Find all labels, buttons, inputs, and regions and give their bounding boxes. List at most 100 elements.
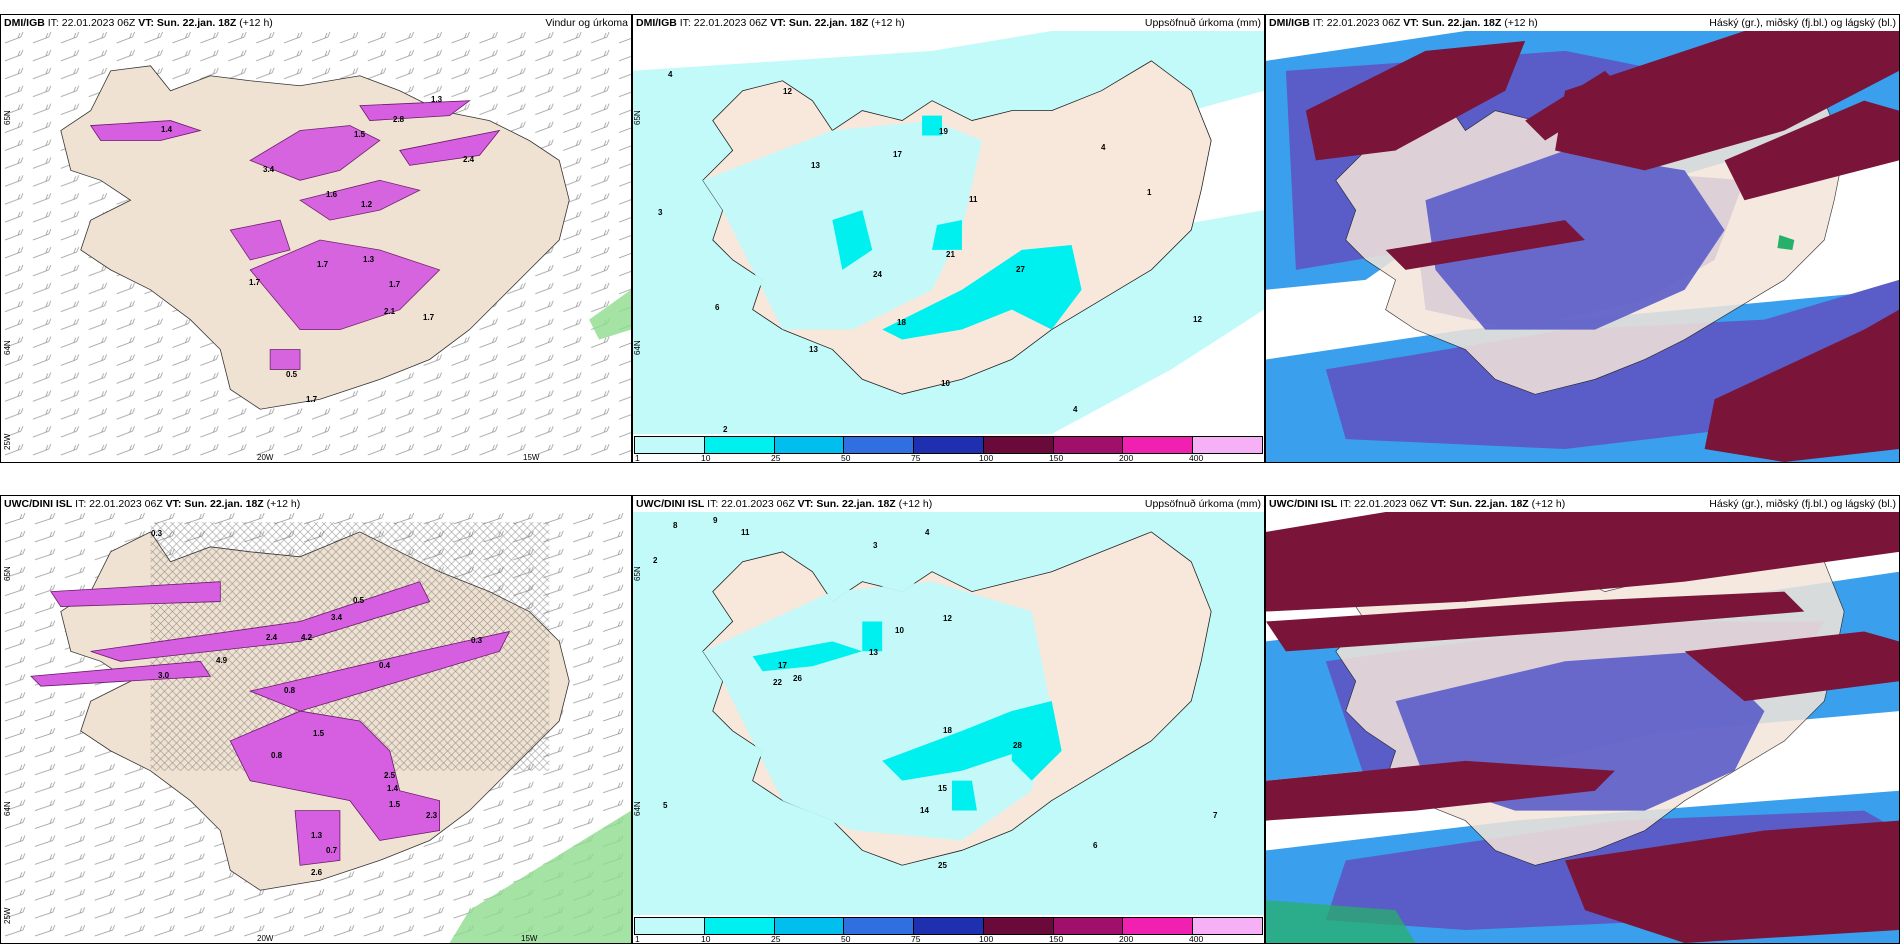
precip-value: 17 — [778, 661, 787, 670]
colorbar-tick: 75 — [911, 453, 921, 463]
colorbar-tick: 150 — [1049, 934, 1064, 944]
wind-value: 4.2 — [301, 633, 313, 642]
lat-label: 64N — [633, 340, 642, 355]
model-name: DMI/IGB — [1269, 17, 1310, 29]
wind-value: 0.8 — [271, 751, 283, 760]
lead-time: (+12 h) — [239, 17, 273, 29]
wind-value: 2.4 — [463, 155, 475, 164]
colorbar-tick: 50 — [841, 934, 851, 944]
green-edge — [449, 810, 631, 943]
colorbar-swatch — [844, 918, 915, 934]
precip-value: 25 — [938, 861, 947, 870]
wind-value: 1.5 — [313, 729, 325, 738]
init-time: IT: 22.01.2023 06Z — [47, 17, 136, 29]
model-name: DMI/IGB — [636, 17, 677, 29]
colorbar-tick: 1 — [635, 934, 640, 944]
precip-value: 8 — [673, 521, 678, 530]
colorbar-swatch — [1193, 918, 1263, 934]
precip-value: 1 — [1147, 188, 1152, 197]
wind-value: 4.9 — [216, 656, 228, 665]
wind-value: 3.4 — [263, 165, 275, 174]
precip-value: 5 — [663, 801, 668, 810]
precip-map-svg — [633, 512, 1264, 915]
colorbar-swatch — [704, 437, 775, 453]
precip-value: 6 — [715, 303, 720, 312]
colorbar: 1 10 25 50 75 100 150 200 400 — [633, 915, 1264, 943]
wind-value: 1.4 — [387, 784, 399, 793]
lead-time: (+12 h) — [266, 498, 301, 510]
precip-value: 3 — [658, 208, 663, 217]
model-name: UWC/DINI ISL — [636, 498, 705, 510]
lat-label: 65N — [3, 110, 12, 125]
model-name: UWC/DINI ISL — [4, 498, 73, 510]
wind-value: 1.7 — [317, 260, 329, 269]
colorbar-swatch — [1123, 918, 1194, 934]
wind-value: 2.1 — [384, 307, 396, 316]
panel-title: Háský (gr.), miðský (fj.bl.) og lágský (… — [1709, 498, 1896, 510]
precip-value: 4 — [668, 70, 673, 79]
lon-label: 15W — [523, 453, 540, 462]
map-cloud — [1266, 512, 1899, 943]
precip-value: 7 — [1213, 811, 1218, 820]
map-precip — [633, 512, 1264, 915]
colorbar-tick: 1 — [635, 453, 640, 463]
precip-light-over-land — [702, 581, 1052, 841]
lat-label: 65N — [633, 566, 642, 581]
precip-value: 4 — [1073, 405, 1078, 414]
precip-map-svg — [633, 31, 1264, 434]
panel-cloud-top: DMI/IGB IT: 22.01.2023 06Z VT: Sun. 22.j… — [1265, 14, 1900, 463]
lat-label: 65N — [633, 110, 642, 125]
cloud-map-svg — [1266, 512, 1899, 943]
wind-map-svg — [1, 512, 631, 943]
panel-header: UWC/DINI ISL IT: 22.01.2023 06Z VT: Sun.… — [1, 496, 631, 512]
green-patch — [1777, 235, 1795, 250]
panel-header: UWC/DINI ISL IT: 22.01.2023 06Z VT: Sun.… — [633, 496, 1264, 512]
precip-value: 27 — [1016, 265, 1025, 274]
wind-value: 1.2 — [361, 200, 373, 209]
wind-value: 0.3 — [151, 529, 163, 538]
high-cloud — [1266, 512, 1899, 943]
wind-value: 1.7 — [389, 280, 401, 289]
init-time: IT: 22.01.2023 06Z — [1340, 498, 1428, 510]
precip-value: 2 — [723, 425, 728, 434]
valid-time: VT: Sun. 22.jan. 18Z — [1403, 17, 1502, 29]
init-time: IT: 22.01.2023 06Z — [75, 498, 163, 510]
wind-value: 2.5 — [384, 771, 396, 780]
precip-value: 12 — [783, 87, 792, 96]
wind-value: 1.5 — [389, 800, 401, 809]
lead-time: (+12 h) — [1504, 17, 1538, 29]
lat-label: 64N — [3, 340, 12, 355]
precip-value: 9 — [713, 516, 718, 525]
wind-value: 2.8 — [393, 115, 405, 124]
panel-title: Uppsöfnuð úrkoma (mm) — [1144, 17, 1261, 29]
colorbar-swatch — [1193, 437, 1263, 453]
wind-value: 3.4 — [331, 613, 343, 622]
precip-value: 13 — [869, 648, 878, 657]
panel-title: Uppsöfnuð úrkoma (mm) — [1144, 498, 1261, 510]
green-edge — [589, 289, 631, 340]
high-cloud — [1305, 31, 1899, 462]
panel-precip-top: DMI/IGB IT: 22.01.2023 06Z VT: Sun. 22.j… — [632, 14, 1265, 463]
wind-value: 1.6 — [326, 190, 338, 199]
lon-label: 20W — [257, 934, 274, 943]
lon-label: 20W — [257, 453, 274, 462]
cloud-map-svg — [1266, 31, 1899, 462]
valid-time: VT: Sun. 22.jan. 18Z — [165, 498, 264, 510]
init-time: IT: 22.01.2023 06Z — [1312, 17, 1401, 29]
green-edge — [1266, 900, 1416, 943]
precip-value: 12 — [943, 614, 952, 623]
panel-precip-bottom: UWC/DINI ISL IT: 22.01.2023 06Z VT: Sun.… — [632, 495, 1265, 944]
panel-title: Háský (gr.), miðský (fj.bl.) og lágský (… — [1709, 17, 1896, 29]
valid-time: VT: Sun. 22.jan. 18Z — [138, 17, 237, 29]
precip-value: 11 — [969, 195, 978, 204]
lead-time: (+12 h) — [1531, 498, 1566, 510]
precip-value: 21 — [946, 250, 955, 259]
precip-value: 28 — [1013, 741, 1022, 750]
wind-value: 1.5 — [354, 130, 366, 139]
init-time: IT: 22.01.2023 06Z — [679, 17, 768, 29]
colorbar-swatch — [914, 918, 984, 934]
lat-label: 64N — [3, 801, 12, 816]
wind-value: 1.7 — [306, 395, 318, 404]
colorbar-tick: 10 — [701, 453, 711, 463]
colorbar-tick: 400 — [1189, 934, 1204, 944]
